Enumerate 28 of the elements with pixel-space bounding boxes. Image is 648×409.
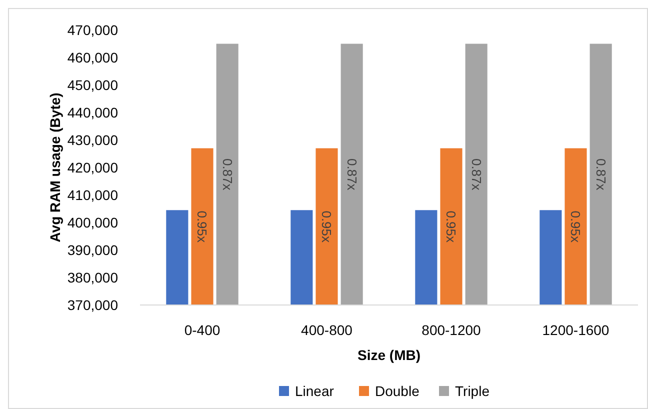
annotation: 0.95x — [568, 210, 584, 244]
y-tick-label: 470,000 — [67, 22, 118, 38]
legend-label: Triple — [455, 382, 490, 399]
y-tick-label: 390,000 — [67, 242, 118, 258]
x-tick-label: 400-800 — [301, 322, 353, 338]
y-tick-label: 430,000 — [67, 132, 118, 148]
y-tick-label: 410,000 — [67, 186, 118, 203]
legend-label: Double — [375, 382, 420, 399]
annotation: 0.87x — [593, 158, 608, 191]
x-tick-label: 0-400 — [184, 322, 220, 338]
y-tick-label: 450,000 — [67, 76, 118, 93]
annotation: 0.87x — [468, 158, 484, 191]
annotation: 0.87x — [220, 158, 235, 191]
y-axis-title: Avg RAM usage (Byte) — [47, 92, 63, 242]
annotation: 0.95x — [444, 210, 459, 244]
annotation: 0.87x — [344, 158, 360, 191]
y-tick-label: 400,000 — [67, 214, 118, 230]
y-tick-label: 370,000 — [67, 296, 118, 313]
annotation: 0.95x — [319, 210, 334, 244]
x-tick-label: 800-1200 — [422, 322, 482, 338]
x-tick-label: 1200-1600 — [542, 322, 610, 338]
y-tick-label: 380,000 — [67, 269, 118, 286]
y-tick-label: 440,000 — [67, 104, 118, 120]
x-axis-title: Size (MB) — [358, 347, 420, 363]
y-tick-label: 420,000 — [67, 159, 118, 176]
y-tick-label: 460,000 — [67, 49, 118, 66]
legend-label: Linear — [295, 382, 334, 399]
annotation: 0.95x — [194, 210, 210, 244]
